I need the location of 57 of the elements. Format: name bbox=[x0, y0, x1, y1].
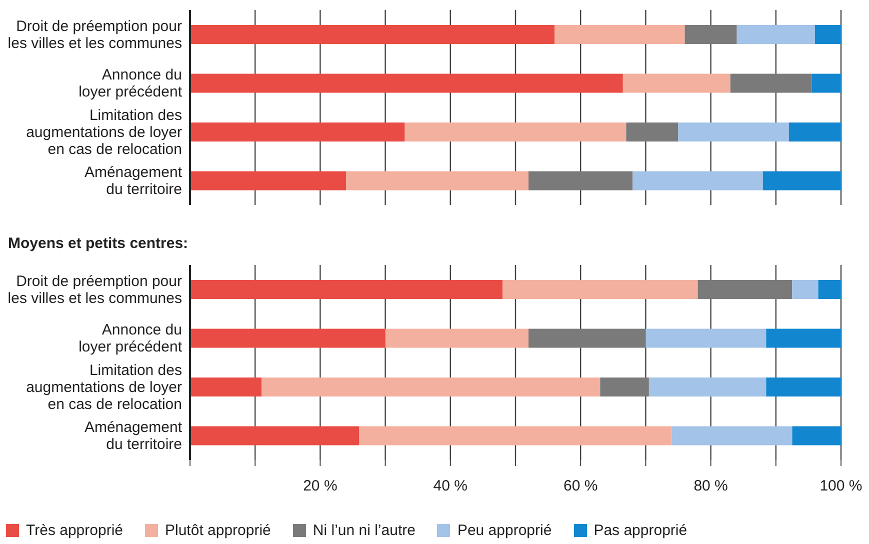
y-tick-label: Droit de préemption pour les villes et les communes bbox=[8, 17, 182, 52]
y-tick-label: Annonce du loyer précédent bbox=[78, 321, 183, 356]
bar bbox=[648, 378, 766, 396]
bar bbox=[190, 74, 623, 93]
y-tick-label: Droit de préemption pour les villes et les communes bbox=[8, 272, 182, 306]
x-tick-label: 100 % bbox=[820, 478, 862, 495]
bar bbox=[736, 25, 815, 44]
y-tick-label: Aménagement du territoire bbox=[84, 418, 183, 453]
y-tick-label: Aménagement du territoire bbox=[84, 164, 183, 198]
bar bbox=[528, 171, 633, 190]
bar bbox=[554, 25, 685, 44]
bar bbox=[190, 378, 262, 396]
bar bbox=[190, 171, 346, 190]
bar bbox=[766, 328, 841, 348]
bar bbox=[730, 74, 812, 93]
bar bbox=[190, 25, 555, 44]
bar bbox=[600, 378, 649, 396]
bar bbox=[626, 122, 678, 142]
legend-label: Très approprié bbox=[26, 522, 123, 539]
legend-label: Peu approprié bbox=[457, 522, 552, 539]
y-tick-label: Limitation des augmentations de loyer en cas de relocation bbox=[26, 361, 182, 412]
bar bbox=[672, 426, 792, 446]
y-tick-label: Limitation des augmentations de loyer en cas de relocation bbox=[26, 106, 182, 158]
bar bbox=[792, 280, 818, 299]
bar bbox=[762, 171, 841, 190]
bar bbox=[190, 280, 502, 299]
bar bbox=[646, 328, 766, 348]
bar bbox=[818, 280, 841, 299]
bar bbox=[385, 328, 529, 348]
bar bbox=[190, 328, 386, 348]
y-tick-label: Annonce du loyer précédent bbox=[78, 66, 183, 100]
bar bbox=[814, 25, 841, 44]
bar bbox=[359, 426, 672, 446]
legend-label: Ni l’un ni l’autre bbox=[312, 522, 416, 539]
x-tick-label: 20 % bbox=[303, 478, 338, 495]
chart-title: Moyens et petits centres: bbox=[7, 235, 190, 254]
bar bbox=[684, 25, 737, 44]
bar bbox=[632, 171, 763, 190]
bar bbox=[502, 280, 698, 299]
bar bbox=[678, 122, 789, 142]
bar bbox=[792, 426, 841, 446]
bar bbox=[812, 74, 841, 93]
bar bbox=[190, 426, 360, 446]
x-tick-label: 60 % bbox=[564, 478, 598, 495]
bar bbox=[788, 122, 841, 142]
legend-label: Pas approprié bbox=[594, 522, 688, 539]
bar bbox=[346, 171, 529, 190]
x-tick-label: 40 % bbox=[433, 478, 468, 495]
bar bbox=[766, 378, 841, 396]
bar bbox=[528, 328, 646, 348]
bar bbox=[262, 378, 600, 396]
legend-label: Plutôt approprié bbox=[165, 522, 271, 539]
bar bbox=[622, 74, 730, 93]
bar bbox=[190, 122, 405, 142]
x-tick-label: 80 % bbox=[694, 478, 728, 495]
bar bbox=[404, 122, 626, 142]
bar bbox=[698, 280, 792, 299]
